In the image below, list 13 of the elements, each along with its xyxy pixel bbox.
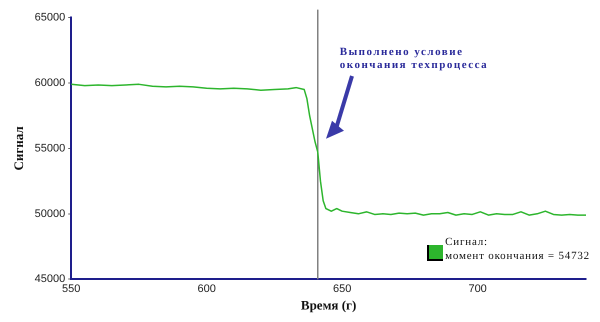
y-axis-title: Сигнал bbox=[11, 126, 26, 170]
annotation: Сигнал: момент окончания = 54732 bbox=[445, 235, 590, 264]
x-tick-label: 700 bbox=[468, 282, 487, 295]
annotation: Выполнено условие окончания техпроцесса bbox=[340, 46, 490, 72]
y-tick-label: 50000 bbox=[34, 208, 66, 220]
x-tick-label: 600 bbox=[197, 282, 216, 295]
y-tick-label: 65000 bbox=[34, 12, 66, 24]
y-tick-label: 55000 bbox=[34, 142, 66, 154]
y-tick-label: 45000 bbox=[34, 273, 66, 286]
x-axis-title: Время (г) bbox=[300, 298, 356, 313]
x-tick-label: 650 bbox=[332, 282, 352, 295]
y-tick-label: 60000 bbox=[34, 77, 66, 90]
x-tick-label: 550 bbox=[62, 282, 80, 295]
